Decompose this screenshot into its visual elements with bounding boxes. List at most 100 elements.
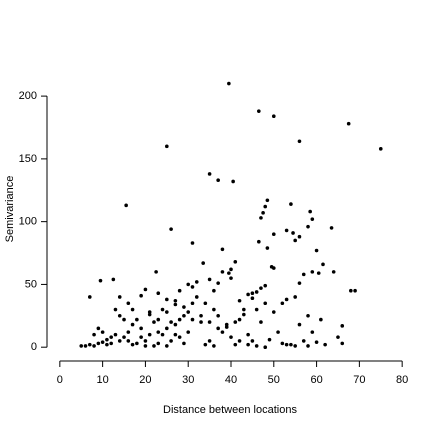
point <box>203 342 208 347</box>
point <box>289 202 293 206</box>
point <box>323 342 327 347</box>
point <box>190 301 195 306</box>
point <box>265 246 270 250</box>
x-axis-title: Distance between locations <box>163 404 297 416</box>
point <box>254 307 259 312</box>
x-tick-label: 40 <box>225 374 237 386</box>
point <box>100 340 105 344</box>
x-tick-label: 0 <box>57 374 63 386</box>
point <box>165 344 169 348</box>
point <box>165 144 169 149</box>
point <box>237 298 242 303</box>
point <box>271 114 276 118</box>
point <box>169 320 173 324</box>
point <box>224 325 229 329</box>
point <box>173 322 178 327</box>
point <box>126 301 131 306</box>
point <box>297 281 302 285</box>
point <box>233 342 238 347</box>
point <box>139 293 143 298</box>
y-tick-label: 0 <box>31 341 37 353</box>
point <box>297 234 302 239</box>
point <box>246 332 250 337</box>
point <box>340 324 345 328</box>
point <box>139 335 143 339</box>
point <box>289 342 293 347</box>
point <box>92 332 96 337</box>
point <box>229 335 233 339</box>
point <box>310 270 315 274</box>
point <box>310 330 315 334</box>
point <box>227 271 231 275</box>
point <box>229 276 233 280</box>
point <box>177 317 182 322</box>
point <box>297 139 302 144</box>
point <box>135 341 139 346</box>
point <box>109 341 113 346</box>
point <box>154 270 158 274</box>
point <box>216 326 220 331</box>
point <box>216 281 220 285</box>
point <box>280 301 285 306</box>
point <box>186 282 191 287</box>
point <box>297 322 302 327</box>
x-tick-label: 50 <box>268 374 280 386</box>
point <box>237 339 242 343</box>
point <box>207 320 212 324</box>
point <box>156 291 161 296</box>
point <box>254 290 259 294</box>
point <box>160 307 165 312</box>
point <box>321 262 325 267</box>
y-tick-label: 50 <box>25 278 37 290</box>
y-axis-title: Semivariance <box>4 176 16 243</box>
x-tick-label: 70 <box>353 374 365 386</box>
point <box>122 335 126 339</box>
point <box>212 307 216 312</box>
point <box>212 344 216 348</box>
point <box>329 226 334 230</box>
point <box>331 270 336 274</box>
point <box>349 288 353 293</box>
point <box>190 317 195 322</box>
point <box>280 341 285 346</box>
point <box>156 330 161 334</box>
point <box>259 320 263 324</box>
point <box>201 261 205 265</box>
point <box>271 266 276 270</box>
x-tick-label: 10 <box>97 374 109 386</box>
point <box>143 344 148 348</box>
point <box>177 335 182 339</box>
point <box>117 295 122 299</box>
point <box>190 285 195 289</box>
point <box>100 330 105 334</box>
point <box>267 337 272 342</box>
point <box>207 277 212 282</box>
y-tick-label: 150 <box>19 153 37 165</box>
point <box>165 326 169 331</box>
point <box>152 320 156 324</box>
point <box>293 344 297 348</box>
point <box>316 271 321 275</box>
point <box>143 339 148 343</box>
x-tick-label: 80 <box>396 374 408 386</box>
point <box>254 344 259 348</box>
point <box>265 198 270 203</box>
point <box>336 335 340 339</box>
point <box>216 314 220 318</box>
point <box>92 344 96 348</box>
point <box>257 109 261 113</box>
point <box>105 342 109 347</box>
point <box>237 317 242 322</box>
point <box>165 310 169 314</box>
point <box>160 332 165 337</box>
point <box>156 317 161 322</box>
point <box>301 339 306 343</box>
point <box>291 231 295 235</box>
point <box>227 81 231 86</box>
point <box>346 121 351 126</box>
point <box>293 295 297 299</box>
point <box>301 272 306 277</box>
point <box>117 339 122 343</box>
point <box>314 340 319 344</box>
